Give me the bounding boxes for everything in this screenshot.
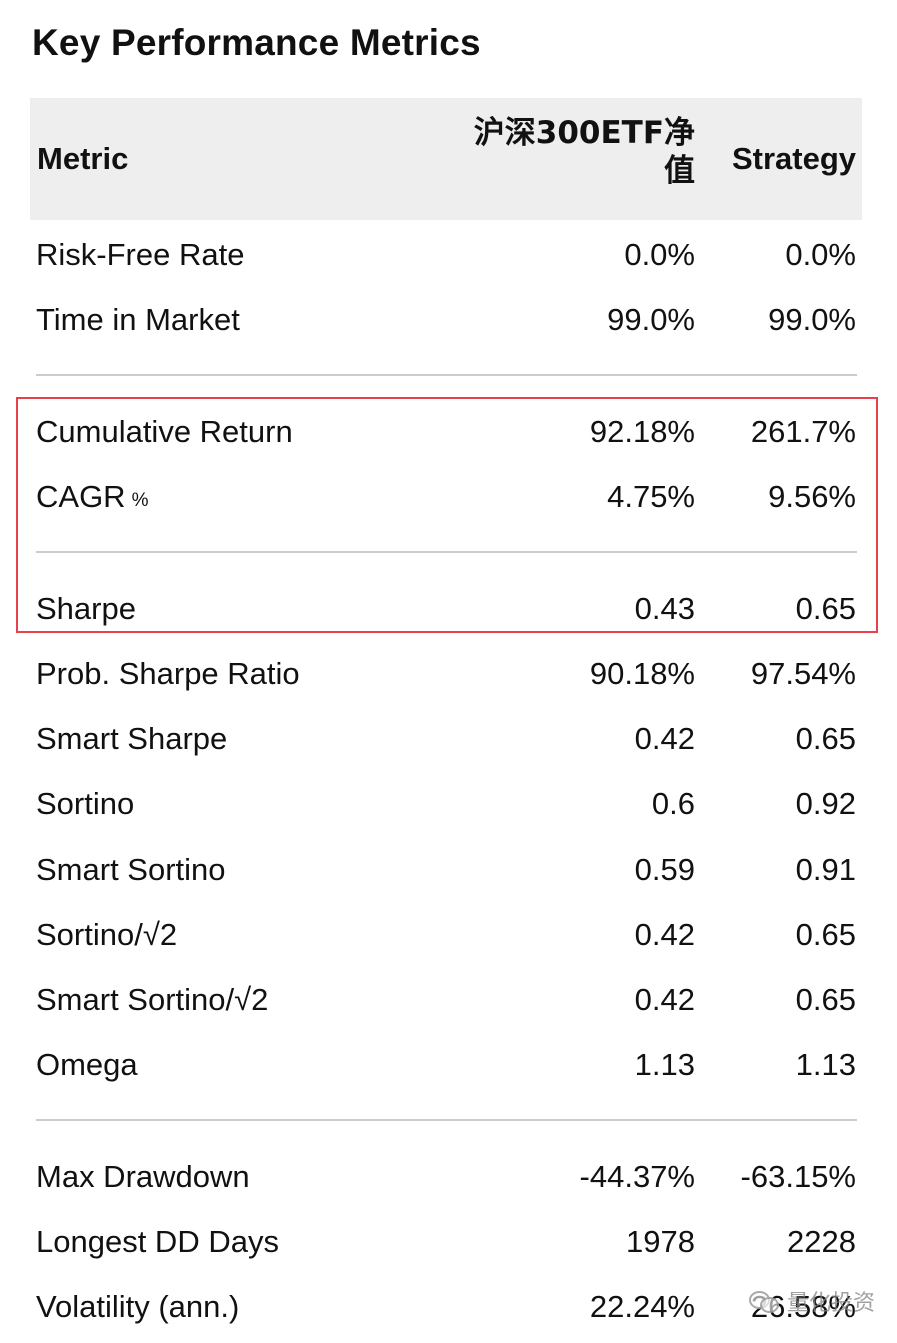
table-row: Max Drawdown -44.37% -63.15% <box>30 1152 862 1202</box>
row-label: Prob. Sharpe Ratio <box>36 656 300 691</box>
table-header: Metric 沪深300ETF净值 Strategy <box>30 98 862 220</box>
table-row: Smart Sharpe 0.42 0.65 <box>30 714 862 764</box>
row-label: Cumulative Return <box>36 414 293 449</box>
row-benchmark-value: 0.6 <box>651 786 695 821</box>
header-benchmark: 沪深300ETF净值 <box>473 115 695 189</box>
row-benchmark-value: 0.0% <box>624 237 695 272</box>
table-row: Smart Sortino/√2 0.42 0.65 <box>30 975 862 1025</box>
table-row: Sortino/√2 0.42 0.65 <box>30 910 862 960</box>
row-benchmark-value: 99.0% <box>607 302 695 337</box>
row-benchmark-value: 92.18% <box>589 414 695 449</box>
row-strategy-value: 0.65 <box>795 982 856 1017</box>
watermark-text: 量化投资 <box>786 1291 875 1316</box>
row-strategy-value: -63.15% <box>740 1159 856 1194</box>
row-strategy-value: 0.0% <box>785 237 856 272</box>
row-benchmark-value: 0.42 <box>634 721 695 756</box>
header-metric: Metric <box>37 141 129 176</box>
row-label-text: CAGR <box>36 479 126 514</box>
table-row: Volatility (ann.) 22.24% 26.58% <box>30 1282 862 1332</box>
row-label: Sortino/√2 <box>36 917 178 952</box>
row-label: CAGR% <box>36 472 148 526</box>
page-title: Key Performance Metrics <box>32 22 481 63</box>
row-strategy-value: 0.92 <box>795 786 856 821</box>
row-label: Omega <box>36 1047 138 1082</box>
row-label: Max Drawdown <box>36 1159 250 1194</box>
table-row: Smart Sortino 0.59 0.91 <box>30 845 862 895</box>
row-strategy-value: 9.56% <box>768 479 856 514</box>
row-benchmark-value: 0.42 <box>634 982 695 1017</box>
row-benchmark-value: 0.59 <box>634 852 695 887</box>
table-row: Longest DD Days 1978 2228 <box>30 1217 862 1267</box>
row-benchmark-value: 1.13 <box>634 1047 695 1082</box>
row-benchmark-value: -44.37% <box>579 1159 695 1194</box>
row-label: Smart Sortino/√2 <box>36 982 269 1017</box>
table-row: Sortino 0.6 0.92 <box>30 779 862 829</box>
row-label: Volatility (ann.) <box>36 1289 240 1324</box>
row-separator <box>36 551 857 553</box>
wechat-icon <box>748 1289 779 1313</box>
row-benchmark-value: 90.18% <box>589 656 695 691</box>
row-separator <box>36 1119 857 1121</box>
row-label-suffix: % <box>131 490 149 511</box>
row-separator <box>36 374 857 376</box>
row-benchmark-value: 0.42 <box>634 917 695 952</box>
row-strategy-value: 0.65 <box>795 721 856 756</box>
row-label: Sharpe <box>36 591 136 626</box>
row-strategy-value: 2228 <box>787 1224 856 1259</box>
row-label: Sortino <box>36 786 135 821</box>
row-benchmark-value: 1978 <box>626 1224 695 1259</box>
row-strategy-value: 1.13 <box>795 1047 856 1082</box>
table-row: Omega 1.13 1.13 <box>30 1040 862 1090</box>
row-label: Longest DD Days <box>36 1224 279 1259</box>
table-row: Sharpe 0.43 0.65 <box>30 584 862 634</box>
table-row: Time in Market 99.0% 99.0% <box>30 295 862 345</box>
table-row: Prob. Sharpe Ratio 90.18% 97.54% <box>30 649 862 699</box>
header-strategy: Strategy <box>731 141 856 176</box>
row-benchmark-value: 22.24% <box>589 1289 695 1324</box>
row-label: Smart Sortino <box>36 852 226 887</box>
row-benchmark-value: 4.75% <box>607 479 695 514</box>
table-row: Risk-Free Rate 0.0% 0.0% <box>30 230 862 280</box>
row-strategy-value: 0.91 <box>795 852 856 887</box>
row-strategy-value: 0.65 <box>795 591 856 626</box>
watermark: 量化投资 <box>748 1285 875 1317</box>
highlight-box <box>16 397 878 633</box>
table-row: Cumulative Return 92.18% 261.7% <box>30 407 862 457</box>
row-label: Time in Market <box>36 302 240 337</box>
row-strategy-value: 97.54% <box>750 656 856 691</box>
row-label: Risk-Free Rate <box>36 237 245 272</box>
row-benchmark-value: 0.43 <box>634 591 695 626</box>
row-label: Smart Sharpe <box>36 721 228 756</box>
row-strategy-value: 0.65 <box>795 917 856 952</box>
row-strategy-value: 261.7% <box>750 414 856 449</box>
row-strategy-value: 99.0% <box>768 302 856 337</box>
table-row: CAGR% 4.75% 9.56% <box>30 472 862 522</box>
